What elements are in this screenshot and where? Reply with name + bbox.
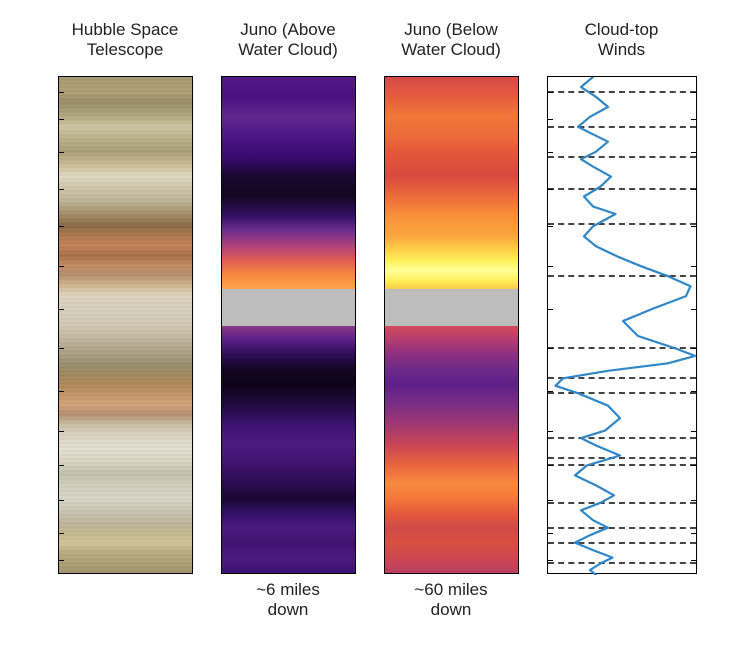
- hubble-strip: [58, 76, 193, 574]
- caption-line: ~6 miles: [256, 580, 320, 600]
- panel-title-juno-above: Juno (Above Water Cloud): [238, 20, 338, 70]
- caption-line: down: [431, 600, 472, 620]
- panel-title-winds: Cloud-top Winds: [585, 20, 659, 70]
- panel-winds: Cloud-top Winds: [547, 20, 697, 628]
- caption-line: ~60 miles: [414, 580, 487, 600]
- title-line: Cloud-top: [585, 20, 659, 40]
- panel-title-juno-below: Juno (Below Water Cloud): [401, 20, 501, 70]
- title-line: Water Cloud): [401, 40, 501, 60]
- title-line: Winds: [598, 40, 645, 60]
- panel-title-hubble: Hubble Space Telescope: [72, 20, 179, 70]
- panel-juno-below: Juno (Below Water Cloud) ~60 miles down: [384, 20, 519, 628]
- panel-caption-juno-below: ~60 miles down: [414, 580, 487, 628]
- title-line: Juno (Below: [404, 20, 498, 40]
- panel-juno-above: Juno (Above Water Cloud) ~6 miles down: [221, 20, 356, 628]
- panel-caption-juno-above: ~6 miles down: [256, 580, 320, 628]
- juno-below-strip: [384, 76, 519, 574]
- caption-line: down: [268, 600, 309, 620]
- title-line: Telescope: [87, 40, 164, 60]
- juno-above-strip: [221, 76, 356, 574]
- title-line: Hubble Space: [72, 20, 179, 40]
- title-line: Water Cloud): [238, 40, 338, 60]
- panel-hubble: Hubble Space Telescope: [58, 20, 193, 628]
- winds-plot: [547, 76, 697, 574]
- title-line: Juno (Above: [240, 20, 335, 40]
- figure: Hubble Space Telescope Juno (Above Water…: [24, 20, 730, 628]
